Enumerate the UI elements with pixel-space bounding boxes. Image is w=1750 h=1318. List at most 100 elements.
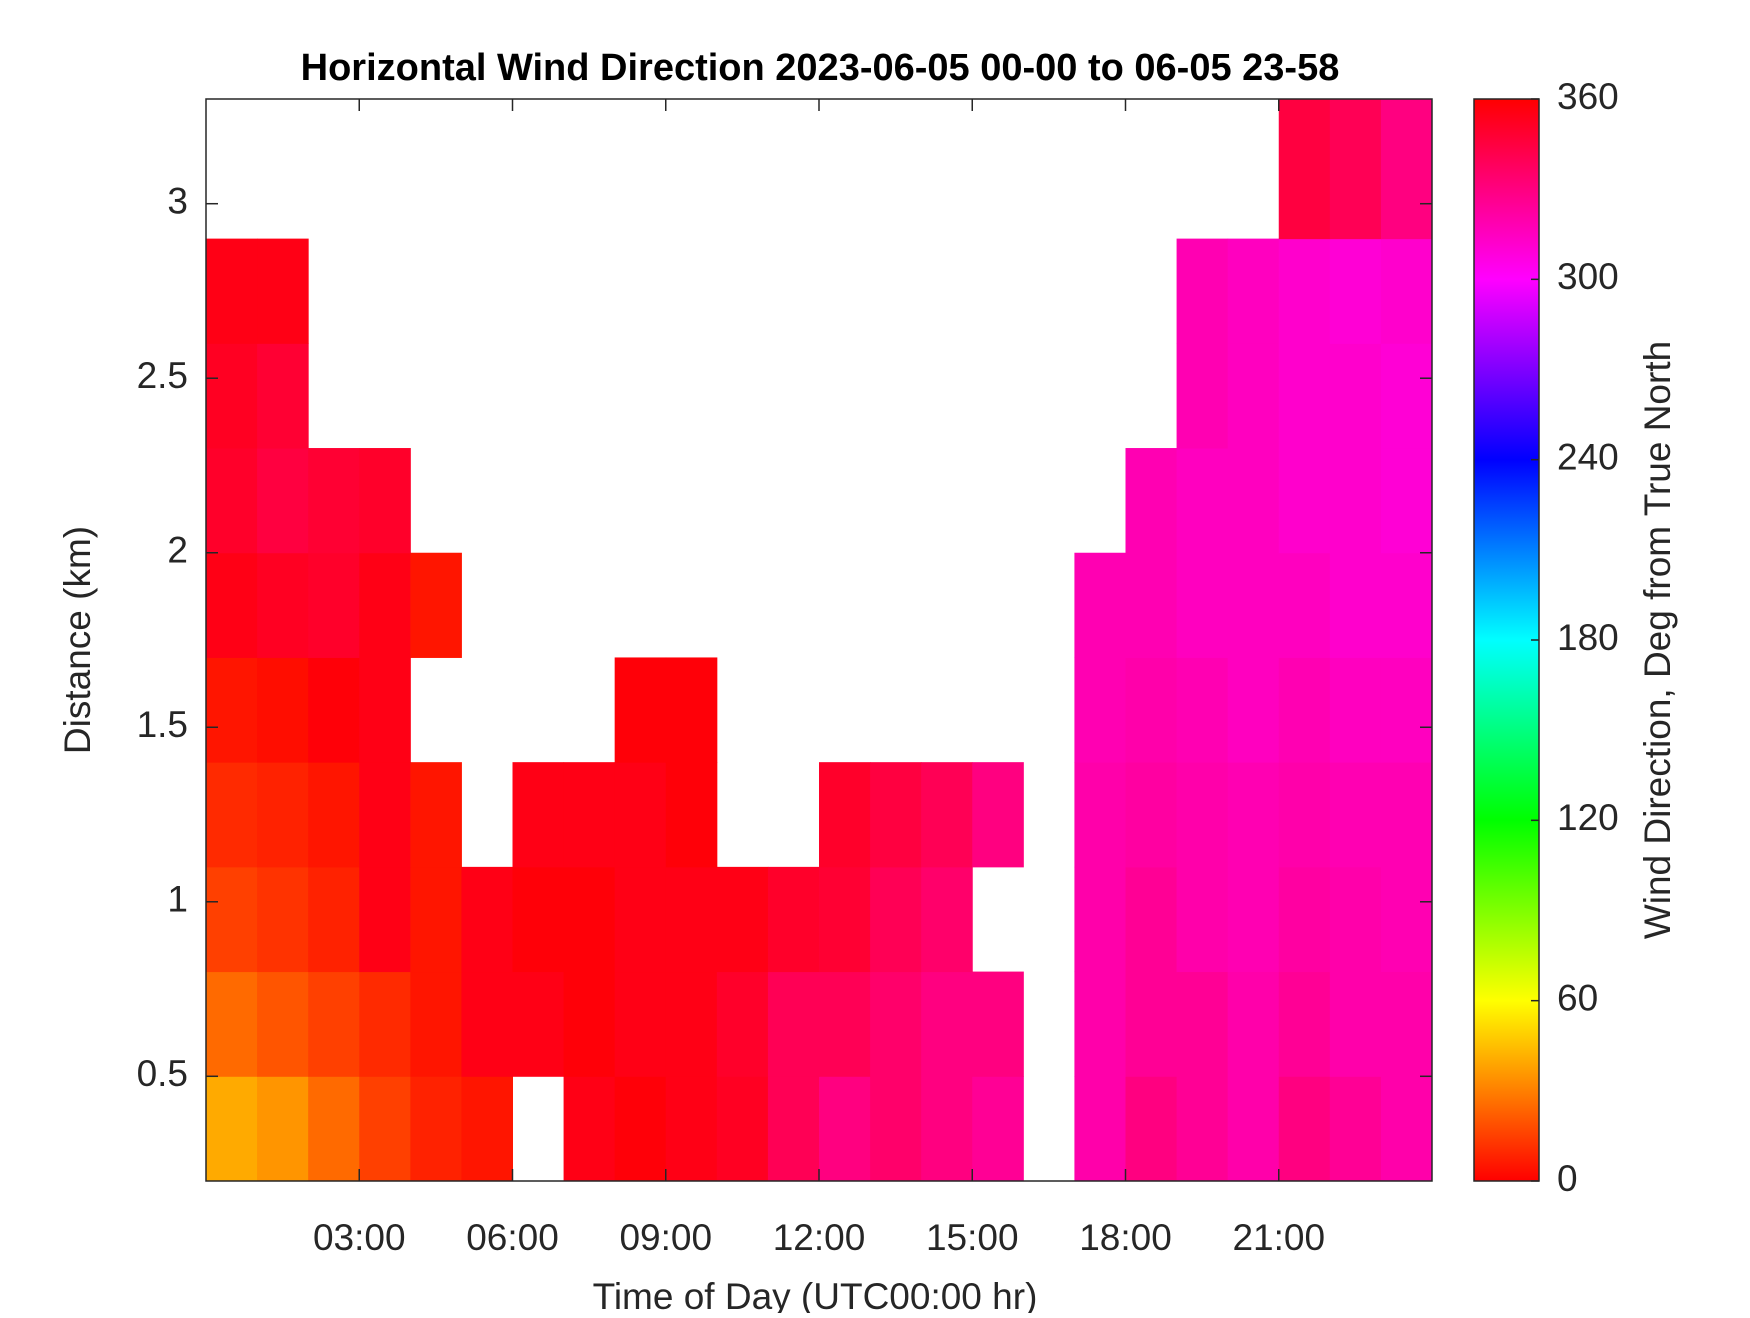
x-tick-label: 06:00 xyxy=(466,1217,559,1258)
heatmap-cell xyxy=(716,866,769,973)
heatmap-cell xyxy=(563,1076,616,1182)
heatmap-cell xyxy=(921,971,973,1077)
heatmap-cell xyxy=(1125,448,1178,554)
heatmap-cell xyxy=(563,866,616,973)
heatmap-cell xyxy=(1074,971,1126,1077)
y-tick-label: 1 xyxy=(167,879,188,920)
heatmap-cell xyxy=(1074,552,1126,658)
heatmap-cell xyxy=(1125,657,1178,763)
heatmap-cell xyxy=(1380,552,1433,658)
heatmap-cell xyxy=(410,552,462,658)
heatmap-cell xyxy=(206,343,258,449)
heatmap-cell xyxy=(972,971,1024,1077)
heatmap-cell xyxy=(1329,343,1382,449)
heatmap-cell xyxy=(308,762,360,868)
heatmap-cell xyxy=(1278,971,1331,1077)
heatmap-cell xyxy=(461,1076,513,1182)
heatmap-cell xyxy=(1278,238,1331,344)
heatmap-cell xyxy=(257,448,309,554)
heatmap-cell xyxy=(461,971,513,1077)
heatmap-cell xyxy=(1125,762,1178,868)
colorbar-tick-label: 0 xyxy=(1557,1158,1578,1199)
x-axis-label: Time of Day (UTC00:00 hr) xyxy=(593,1276,1038,1313)
heatmap-cell xyxy=(819,971,871,1077)
x-tick-label: 12:00 xyxy=(773,1217,866,1258)
heatmap-cell xyxy=(410,866,462,973)
y-tick-label: 2 xyxy=(167,530,188,571)
heatmap-cell xyxy=(614,971,667,1077)
heatmap-cell xyxy=(206,1076,258,1182)
heatmap-cell xyxy=(1227,238,1280,344)
heatmap-cell xyxy=(1329,238,1382,344)
heatmap-cell xyxy=(819,762,871,868)
heatmap-cell xyxy=(1380,1076,1433,1182)
heatmap-cell xyxy=(359,448,411,554)
heatmap-cell xyxy=(1176,762,1229,868)
heatmap-cell xyxy=(614,1076,667,1182)
chart-title: Horizontal Wind Direction 2023-06-05 00-… xyxy=(301,47,1340,89)
heatmap-cell xyxy=(1176,866,1229,973)
y-tick-label: 2.5 xyxy=(137,355,188,396)
x-tick-label: 15:00 xyxy=(926,1217,1019,1258)
heatmap-cell xyxy=(1227,552,1280,658)
heatmap-cell xyxy=(1278,448,1331,554)
heatmap-cell xyxy=(206,866,258,973)
heatmap-cell xyxy=(308,1076,360,1182)
heatmap-cell xyxy=(257,971,309,1077)
heatmap-cell xyxy=(563,971,616,1077)
colorbar-tick-label: 60 xyxy=(1557,977,1598,1018)
heatmap-cell xyxy=(257,1076,309,1182)
heatmap-cell xyxy=(308,448,360,554)
heatmap-cell xyxy=(257,552,309,658)
heatmap-cell xyxy=(1380,448,1433,554)
heatmap-cell xyxy=(716,971,769,1077)
y-tick-label: 0.5 xyxy=(137,1053,188,1094)
heatmap-cell xyxy=(308,971,360,1077)
heatmap-cell xyxy=(206,552,258,658)
colorbar xyxy=(1473,98,1540,1182)
heatmap-cell xyxy=(1380,99,1433,240)
heatmap-cell xyxy=(1227,971,1280,1077)
heatmap-cell xyxy=(206,448,258,554)
heatmap-cell xyxy=(665,657,718,763)
heatmap-cell xyxy=(1176,971,1229,1077)
heatmap-cell xyxy=(921,762,973,868)
heatmap-cell xyxy=(563,762,616,868)
heatmap-cell xyxy=(359,657,411,763)
heatmap-cell xyxy=(1176,343,1229,449)
heatmap-cell xyxy=(1278,866,1331,973)
heatmap-cell xyxy=(614,657,667,763)
heatmap-cell xyxy=(359,866,411,973)
heatmap-cell xyxy=(1329,762,1382,868)
heatmap-cell xyxy=(1227,657,1280,763)
heatmap-cell xyxy=(1125,866,1178,973)
heatmap-cell xyxy=(359,762,411,868)
heatmap-cell xyxy=(1074,762,1126,868)
x-tick-label: 18:00 xyxy=(1079,1217,1172,1258)
heatmap-cell xyxy=(257,762,309,868)
heatmap-cell xyxy=(972,762,1024,868)
heatmap-cell xyxy=(1176,448,1229,554)
heatmap-cell xyxy=(716,1076,769,1182)
colorbar-label: Wind Direction, Deg from True North xyxy=(1637,341,1678,939)
heatmap-cell xyxy=(665,971,718,1077)
heatmap-cell xyxy=(1329,657,1382,763)
colorbar-tick-label: 240 xyxy=(1557,436,1619,477)
x-tick-label: 21:00 xyxy=(1232,1217,1325,1258)
heatmap-cell xyxy=(410,1076,462,1182)
heatmap-cell xyxy=(767,866,820,973)
heatmap-cell xyxy=(1176,657,1229,763)
heatmap-cell xyxy=(308,866,360,973)
heatmap-cell xyxy=(665,866,718,973)
heatmap-cell xyxy=(206,971,258,1077)
heatmap-cell xyxy=(1380,971,1433,1077)
heatmap-cells xyxy=(206,99,1433,1182)
heatmap-cell xyxy=(614,762,667,868)
heatmap-cell xyxy=(1125,1076,1178,1182)
heatmap-cell xyxy=(206,238,258,344)
heatmap-cell xyxy=(972,1076,1024,1182)
heatmap-cell xyxy=(1380,762,1433,868)
heatmap-cell xyxy=(257,866,309,973)
